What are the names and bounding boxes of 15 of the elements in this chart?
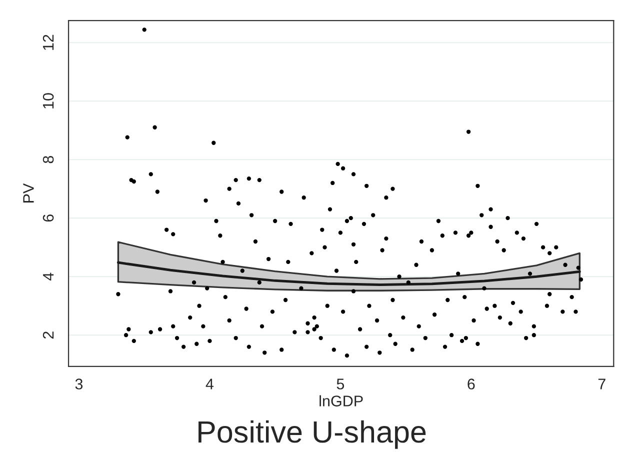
x-tick-label: 4 (206, 378, 214, 390)
y-tick-label: 10 (42, 93, 54, 108)
y-tick-label: 2 (42, 332, 54, 339)
line-series (116, 261, 581, 286)
y-tick-label: 8 (42, 156, 54, 164)
text: Positive U-shape (198, 420, 426, 449)
x-tick-label: 5 (336, 378, 344, 390)
x-tick-label: 6 (468, 378, 475, 390)
x-axis-title: lnGDP (320, 395, 363, 406)
y-tick-label: 4 (43, 272, 54, 280)
y-axis-title: PV (23, 183, 34, 202)
x-tick-label: 3 (75, 378, 83, 390)
x-tick-label: 7 (598, 378, 606, 390)
y-tick-label: 12 (42, 34, 54, 50)
y-tick-label: 6 (42, 214, 54, 222)
